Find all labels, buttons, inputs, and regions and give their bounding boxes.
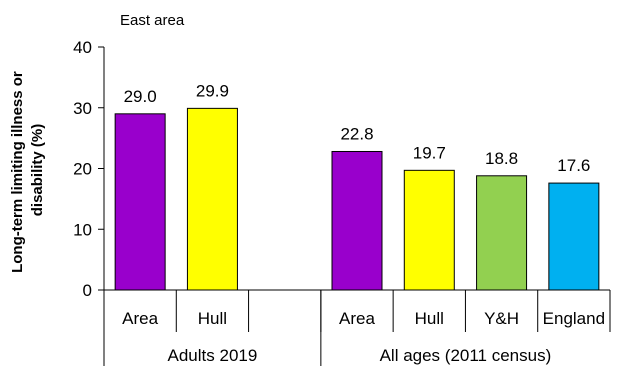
y-axis-title-line1: Long-term limiting illness or [9, 71, 26, 273]
category-label: Area [339, 309, 375, 328]
category-label: England [543, 309, 605, 328]
chart-subtitle: East area [120, 12, 185, 29]
data-label: 29.9 [196, 81, 229, 100]
data-label: 19.7 [413, 143, 446, 162]
bar [403, 169, 455, 291]
data-label: 29.0 [124, 87, 157, 106]
category-label: Area [122, 309, 158, 328]
category-label: Y&H [484, 309, 519, 328]
y-tick-label: 20 [73, 160, 92, 179]
y-axis-title: Long-term limiting illness or disability… [9, 67, 46, 273]
data-label: 17.6 [557, 156, 590, 175]
y-tick-label: 10 [73, 220, 92, 239]
bar [114, 113, 166, 291]
y-axis-title-line2: disability (%) [29, 124, 46, 217]
bar [548, 182, 600, 291]
data-label: 18.8 [485, 149, 518, 168]
category-label: Hull [198, 309, 227, 328]
plot-area: 0 10 20 30 40 Adults 2019 All ages (2011 censu… [73, 38, 611, 366]
bar [186, 107, 238, 291]
bar [331, 150, 383, 291]
bar [476, 175, 528, 291]
group-label: Adults 2019 [168, 346, 258, 365]
y-tick-label: 0 [83, 281, 92, 300]
group-label: All ages (2011 census) [380, 346, 552, 365]
y-tick-label: 40 [73, 38, 92, 57]
data-label: 22.8 [340, 124, 373, 143]
category-label: Hull [415, 309, 444, 328]
y-tick-label: 30 [73, 99, 92, 118]
